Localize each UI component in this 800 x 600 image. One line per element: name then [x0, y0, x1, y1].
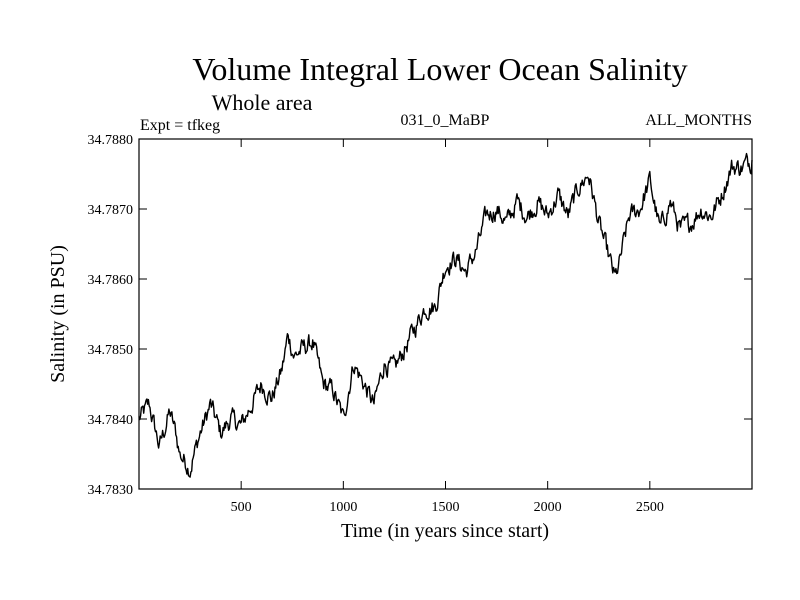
x-tick-label: 1500 [432, 500, 460, 515]
plot-frame [138, 138, 753, 490]
x-tick-label: 1000 [329, 500, 357, 515]
chart-title: Volume Integral Lower Ocean Salinity [192, 51, 687, 87]
x-tick-label: 500 [231, 500, 252, 515]
x-tick-label: 2500 [636, 500, 664, 515]
y-tick-label: 34.7870 [88, 203, 134, 218]
y-tick-label: 34.7880 [88, 133, 134, 148]
x-tick-label: 2000 [534, 500, 562, 515]
y-tick-label: 34.7840 [88, 413, 134, 428]
y-tick-label: 34.7860 [88, 273, 134, 288]
y-axis-label: Salinity (in PSU) [47, 245, 69, 383]
y-tick-label: 34.7830 [88, 483, 134, 498]
y-tick-label: 34.7850 [88, 343, 134, 358]
experiment-label: Expt = tfkeg [140, 117, 220, 134]
salinity-series-line [138, 152, 753, 478]
x-axis-ticks: 500 1000 1500 2000 2500 [231, 139, 664, 515]
chart-subtitle: Whole area [212, 90, 313, 115]
months-label: ALL_MONTHS [645, 112, 752, 129]
x-axis-label: Time (in years since start) [341, 520, 549, 542]
y-axis-ticks: 34.7830 34.7840 34.7850 34.7860 34.7870 34.78… [88, 133, 752, 498]
run-label: 031_0_MaBP [401, 112, 490, 129]
